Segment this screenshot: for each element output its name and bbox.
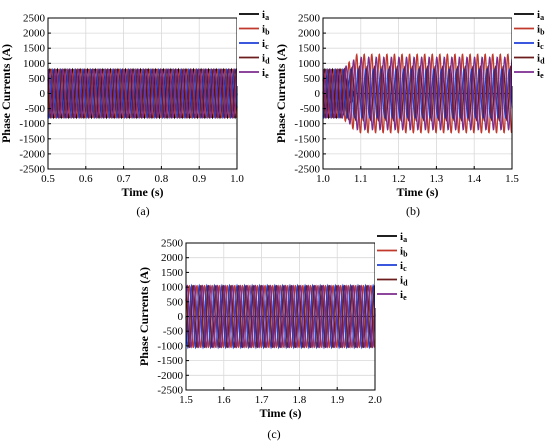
x-tick-label: 1.1 [354, 173, 368, 185]
legend-label-ia: ia [262, 9, 269, 22]
x-tick-label: 1.8 [293, 394, 307, 406]
y-tick-label: 1500 [23, 43, 46, 55]
legend-box [375, 230, 413, 308]
x-tick-label: 1.0 [230, 173, 244, 185]
series-line-ie [185, 284, 376, 349]
chart-panel-3: 1.5 1.6 1.7 1.8 1.9 2.0 2500 2000 1500 1000 500 0 -5… [137, 230, 413, 441]
y-axis-label: Phase Currents (A) [0, 44, 13, 143]
y-tick-label: 2000 [161, 252, 184, 264]
y-tick-label: -2000 [294, 148, 320, 160]
chart-panel-1: 0.5 0.6 0.7 0.8 0.9 1.0 2500 2000 1500 1000 500 0 -5… [0, 8, 275, 218]
x-tick-label: 2.0 [368, 394, 382, 406]
x-tick-label: 1.0 [316, 173, 330, 185]
legend-label-ie: ie [537, 67, 544, 80]
legend-label-id: id [400, 275, 408, 288]
y-tick-label: 0 [40, 88, 46, 100]
legend-box [237, 8, 275, 86]
y-tick-label: 2000 [298, 28, 321, 40]
legend-box [512, 8, 550, 86]
y-tick-label: -500 [25, 103, 46, 115]
x-tick-label: 1.3 [430, 173, 444, 185]
y-tick-label: 2000 [23, 28, 46, 40]
y-tick-label: 1000 [161, 282, 184, 294]
x-tick-label: 1.5 [505, 173, 519, 185]
legend-label-ie: ie [262, 67, 269, 80]
legend-label-ib: ib [262, 24, 270, 37]
chart-panel-2: 1.0 1.1 1.2 1.3 1.4 1.5 2500 2000 1500 1000 500 0 -5… [274, 8, 550, 218]
legend-label-id: id [262, 53, 270, 66]
x-axis-label: Time (s) [259, 406, 301, 420]
legend-label-ic: ic [537, 38, 544, 51]
y-tick-label: 1500 [161, 267, 184, 279]
x-tick-label: 0.8 [155, 173, 169, 185]
x-tick-label: 1.5 [179, 394, 193, 406]
y-tick-label: -2000 [157, 370, 183, 382]
y-tick-label: -2000 [19, 148, 45, 160]
y-tick-label: -1500 [157, 355, 183, 367]
y-tick-label: -1000 [157, 340, 183, 352]
x-axis-label: Time (s) [121, 185, 163, 199]
y-tick-label: 1000 [298, 58, 321, 70]
y-tick-label: -1500 [19, 133, 45, 145]
x-tick-label: 1.9 [330, 394, 344, 406]
y-tick-label: 500 [304, 73, 321, 85]
panel-caption: (b) [406, 204, 420, 218]
y-tick-label: 2500 [23, 13, 46, 25]
y-tick-label: 1000 [23, 58, 46, 70]
y-tick-label: 500 [29, 73, 46, 85]
y-axis-label: Phase Currents (A) [137, 267, 151, 366]
y-tick-label: 0 [178, 311, 184, 323]
x-tick-label: 1.6 [217, 394, 231, 406]
x-tick-label: 1.2 [392, 173, 406, 185]
x-axis-label: Time (s) [396, 185, 438, 199]
y-tick-label: 1500 [298, 43, 321, 55]
legend-label-ib: ib [400, 246, 408, 259]
legend-label-id: id [537, 53, 545, 66]
y-tick-label: -500 [163, 326, 184, 338]
series-line-ie [322, 56, 513, 131]
series-line-id [185, 284, 376, 349]
y-tick-label: 2500 [161, 238, 184, 250]
x-tick-label: 1.7 [255, 394, 269, 406]
legend-label-ib: ib [537, 24, 545, 37]
panel-caption: (a) [136, 204, 149, 218]
y-axis-label: Phase Currents (A) [274, 44, 288, 143]
series-line-ie [47, 68, 238, 119]
series-line-id [322, 64, 513, 123]
legend-label-ic: ic [262, 38, 269, 51]
x-tick-label: 0.5 [41, 173, 55, 185]
legend-label-ia: ia [537, 9, 544, 22]
series-line-id [47, 67, 238, 120]
x-tick-label: 0.9 [192, 173, 206, 185]
y-tick-label: -1000 [294, 118, 320, 130]
y-tick-label: -2500 [294, 164, 320, 176]
y-tick-label: -2500 [19, 164, 45, 176]
x-tick-label: 0.7 [117, 173, 131, 185]
y-tick-label: 0 [315, 88, 321, 100]
panel-caption: (c) [267, 427, 280, 441]
legend-label-ia: ia [400, 231, 407, 244]
y-tick-label: -1000 [19, 118, 45, 130]
legend-label-ic: ic [400, 260, 407, 273]
x-tick-label: 0.6 [79, 173, 93, 185]
y-tick-label: -2500 [157, 385, 183, 397]
y-tick-label: -1500 [294, 133, 320, 145]
y-tick-label: 500 [167, 296, 184, 308]
y-tick-label: 2500 [298, 13, 321, 25]
y-tick-label: -500 [300, 103, 321, 115]
legend-label-ie: ie [400, 289, 407, 302]
x-tick-label: 1.4 [467, 173, 481, 185]
